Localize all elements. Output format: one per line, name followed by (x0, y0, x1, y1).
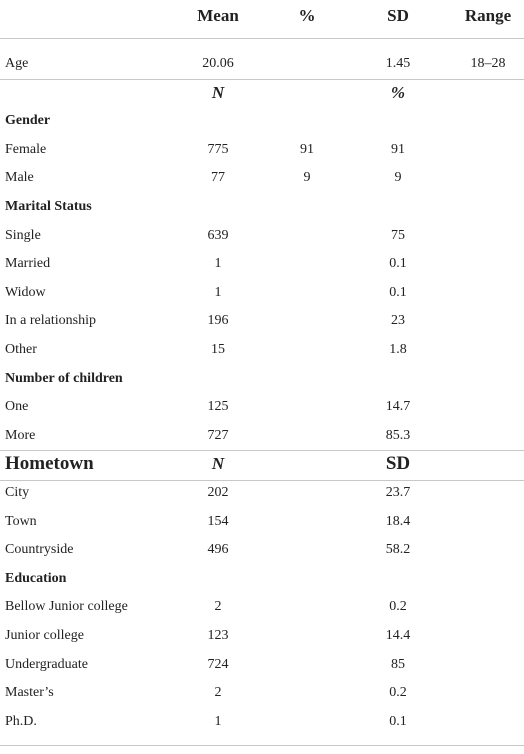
cell-value: 18.4 (385, 513, 411, 529)
cell-value: 727 (207, 427, 229, 443)
cell-value: 23.7 (385, 485, 411, 500)
row-label: Undergraduate (5, 656, 88, 672)
section-label: Marital Status (5, 199, 92, 214)
sub-header: N (211, 82, 225, 102)
column-header: SD (387, 6, 409, 25)
cell-value: 20.06 (202, 56, 234, 71)
row-label: Countryside (5, 542, 74, 558)
row-label: Junior college (5, 628, 84, 643)
row-label: Female (5, 141, 47, 157)
row-label: Bellow Junior college (5, 599, 128, 615)
rule (0, 450, 524, 451)
cell-value: 15 (211, 342, 225, 357)
cell-value: 23 (391, 313, 405, 329)
cell-value: 91 (300, 141, 314, 157)
column-header: Mean (197, 6, 239, 25)
sub-header: SD (385, 453, 411, 475)
cell-value: 91 (391, 141, 405, 157)
cell-value: 0.2 (389, 685, 407, 701)
row-label: Male (5, 170, 34, 186)
cell-value: 775 (207, 141, 229, 157)
row-label: Other (5, 342, 37, 357)
cell-value: 196 (207, 313, 229, 329)
cell-value: 724 (207, 656, 229, 672)
sub-header: N (211, 454, 225, 474)
cell-value: 85 (391, 656, 405, 672)
section-label: Gender (5, 113, 51, 129)
column-header: % (298, 6, 316, 25)
cell-value: 1 (214, 713, 222, 729)
cell-value: 202 (207, 485, 229, 500)
cell-value: 85.3 (385, 427, 411, 443)
row-label: Widow (5, 284, 46, 300)
cell-value: 0.1 (389, 256, 407, 272)
cell-value: 75 (391, 227, 405, 243)
cell-value: 123 (207, 628, 229, 643)
cell-value: 1 (214, 284, 222, 300)
cell-value: 58.2 (385, 542, 411, 558)
cell-value: 154 (207, 513, 229, 529)
cell-value: 2 (214, 599, 222, 615)
column-header: Range (464, 6, 512, 25)
cell-value: 0.2 (389, 599, 407, 615)
cell-value: 77 (211, 170, 225, 186)
cell-value: 0.1 (389, 284, 407, 300)
cell-value: 0.1 (389, 713, 407, 729)
cell-value: 9 (303, 170, 311, 186)
sub-header: % (390, 82, 406, 102)
row-label: City (5, 485, 30, 500)
row-label: Town (5, 513, 37, 529)
row-label: One (5, 399, 29, 415)
row-label: More (5, 427, 36, 443)
cell-value: 1.8 (389, 342, 407, 357)
section-label: Hometown (5, 453, 94, 475)
rule (0, 480, 524, 481)
cell-value: 1 (214, 256, 222, 272)
row-label: Ph.D. (5, 713, 37, 729)
row-label: Age (5, 56, 29, 71)
cell-value: 14.7 (385, 399, 411, 415)
rule (0, 38, 524, 39)
cell-value: 639 (207, 227, 229, 243)
cell-value: 496 (207, 542, 229, 558)
cell-value: 125 (207, 399, 229, 415)
section-label: Number of children (5, 370, 123, 386)
cell-value: 18–28 (470, 56, 506, 71)
section-label: Education (5, 570, 67, 586)
rule (0, 79, 524, 80)
cell-value: 1.45 (385, 56, 411, 71)
row-label: Single (5, 227, 41, 243)
row-label: Master’s (5, 685, 54, 701)
cell-value: 14.4 (385, 628, 411, 643)
cell-value: 9 (394, 170, 402, 186)
row-label: In a relationship (5, 313, 96, 329)
cell-value: 2 (214, 685, 222, 701)
rule (0, 745, 524, 746)
row-label: Married (5, 256, 51, 272)
